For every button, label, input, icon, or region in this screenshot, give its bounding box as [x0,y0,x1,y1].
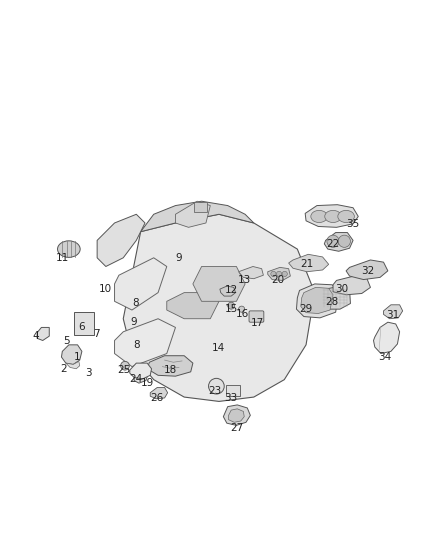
Polygon shape [66,361,80,369]
Polygon shape [333,276,371,295]
Text: 3: 3 [85,368,92,378]
Text: 33: 33 [225,393,238,403]
Circle shape [208,378,224,394]
Polygon shape [220,286,236,296]
Circle shape [120,361,129,370]
Polygon shape [346,260,388,279]
Circle shape [282,271,287,277]
Polygon shape [176,201,210,228]
Polygon shape [324,232,353,251]
Polygon shape [97,214,145,266]
Polygon shape [167,293,219,319]
FancyBboxPatch shape [74,312,94,335]
Text: 1: 1 [74,352,81,361]
Text: 34: 34 [378,352,392,362]
Text: 5: 5 [64,336,70,346]
Polygon shape [320,286,350,309]
Polygon shape [61,345,82,365]
Text: 16: 16 [237,309,250,319]
Polygon shape [123,214,315,401]
Polygon shape [130,363,152,379]
Text: 30: 30 [335,284,348,294]
Circle shape [228,302,235,309]
Text: 13: 13 [238,276,251,286]
Text: 32: 32 [361,266,374,276]
Text: 28: 28 [325,297,338,307]
Text: 17: 17 [251,318,265,328]
Text: 27: 27 [231,423,244,433]
Text: 24: 24 [129,374,142,384]
Polygon shape [147,356,193,376]
Text: 9: 9 [176,253,182,263]
Text: 7: 7 [93,328,99,338]
Polygon shape [239,266,263,279]
Polygon shape [289,254,328,272]
Circle shape [239,306,245,312]
Text: 6: 6 [78,322,85,333]
Text: 29: 29 [300,304,313,314]
Text: 8: 8 [133,340,140,350]
Text: 21: 21 [301,260,314,269]
Text: 26: 26 [151,393,164,403]
Ellipse shape [311,211,327,223]
Polygon shape [301,287,333,313]
Text: 11: 11 [56,253,69,263]
Text: 14: 14 [212,343,225,353]
FancyBboxPatch shape [249,311,264,322]
Polygon shape [115,258,167,310]
Circle shape [338,235,350,247]
Polygon shape [384,305,403,319]
Polygon shape [193,266,245,301]
Text: 8: 8 [132,298,139,309]
Text: 23: 23 [208,386,221,397]
Ellipse shape [338,211,354,223]
Polygon shape [268,268,290,280]
Text: 22: 22 [326,239,339,249]
Polygon shape [134,369,148,383]
Text: 10: 10 [99,284,112,294]
FancyBboxPatch shape [226,385,240,396]
Polygon shape [223,405,251,425]
Text: 25: 25 [117,365,131,375]
Text: 12: 12 [225,286,238,295]
Polygon shape [305,205,358,228]
Ellipse shape [325,211,341,223]
FancyBboxPatch shape [194,202,207,212]
Text: 9: 9 [131,317,138,327]
Text: 2: 2 [60,364,67,374]
Polygon shape [141,201,254,232]
Polygon shape [297,284,339,318]
Ellipse shape [57,241,80,257]
Text: 35: 35 [346,219,360,229]
Text: 4: 4 [32,331,39,341]
Circle shape [271,271,276,277]
Polygon shape [374,322,399,353]
Circle shape [276,271,282,277]
Text: 15: 15 [225,304,238,314]
Polygon shape [229,409,244,422]
Polygon shape [150,387,168,399]
Text: 31: 31 [386,310,399,320]
Text: 19: 19 [141,378,154,388]
Circle shape [327,235,339,247]
Text: 20: 20 [271,276,284,286]
Text: 18: 18 [164,365,177,375]
Polygon shape [115,319,176,367]
Polygon shape [37,327,49,341]
